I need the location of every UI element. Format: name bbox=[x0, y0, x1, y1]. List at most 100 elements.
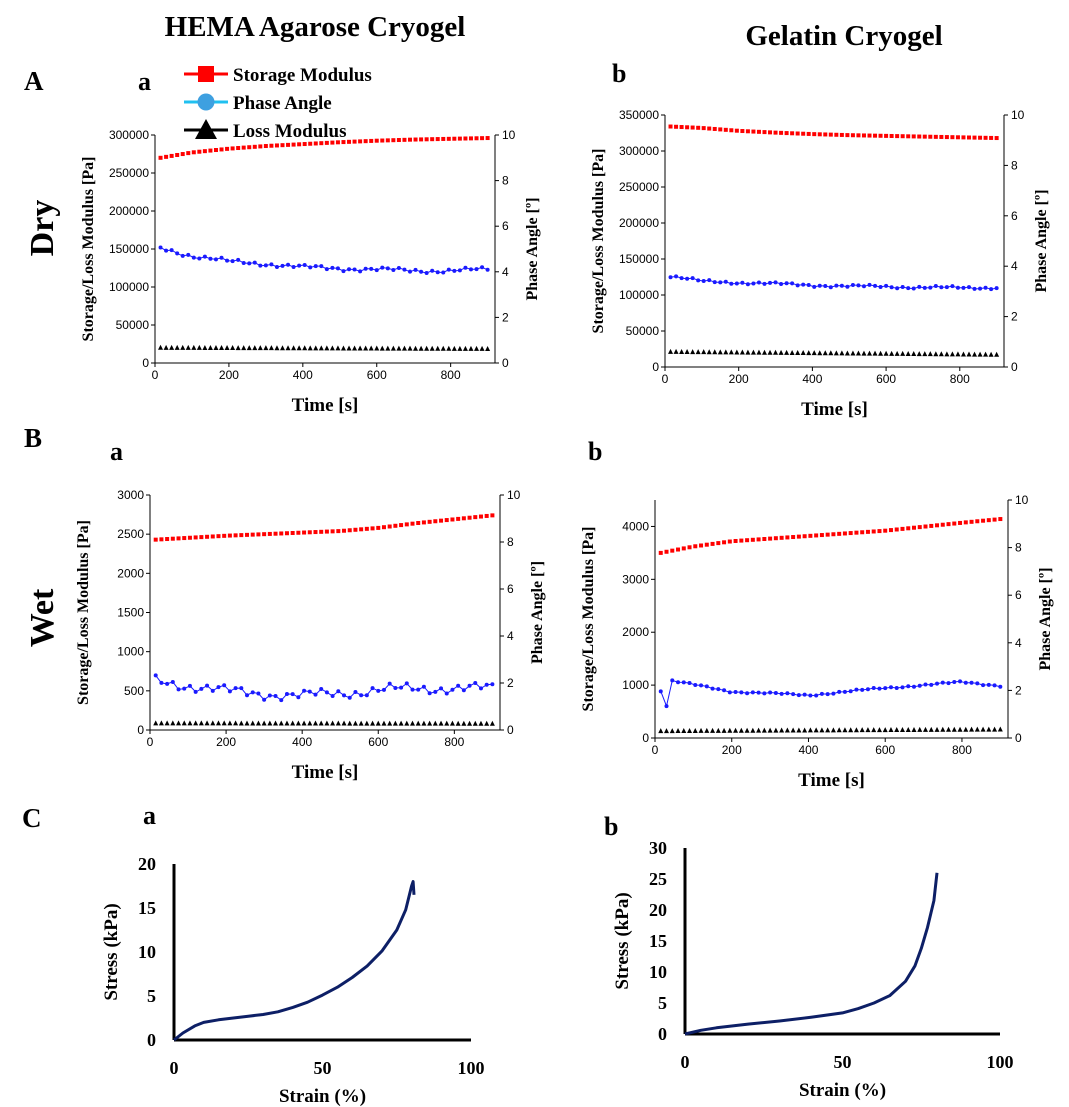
point-loss-modulus bbox=[381, 720, 387, 726]
point-storage-modulus bbox=[806, 131, 811, 136]
point-phase-angle bbox=[950, 284, 955, 289]
point-phase-angle bbox=[685, 276, 690, 281]
point-storage-modulus bbox=[884, 133, 889, 138]
point-storage-modulus bbox=[750, 537, 755, 542]
point-storage-modulus bbox=[291, 142, 296, 147]
point-storage-modulus bbox=[751, 129, 756, 134]
point-storage-modulus bbox=[250, 532, 255, 537]
point-loss-modulus bbox=[368, 345, 374, 351]
point-phase-angle bbox=[165, 681, 170, 686]
point-loss-modulus bbox=[252, 345, 258, 351]
point-storage-modulus bbox=[313, 530, 318, 535]
point-phase-angle bbox=[404, 681, 409, 686]
point-loss-modulus bbox=[479, 345, 485, 351]
point-loss-modulus bbox=[440, 345, 446, 351]
x-tick-label: 0 bbox=[152, 368, 159, 382]
row-letter-a: A bbox=[24, 66, 44, 96]
point-storage-modulus bbox=[219, 147, 224, 152]
point-phase-angle bbox=[369, 266, 374, 271]
point-phase-angle bbox=[802, 692, 807, 697]
point-phase-angle bbox=[837, 689, 842, 694]
point-storage-modulus bbox=[213, 148, 218, 153]
point-phase-angle bbox=[435, 270, 440, 275]
point-storage-modulus bbox=[258, 144, 263, 149]
point-loss-modulus bbox=[992, 726, 998, 732]
point-loss-modulus bbox=[905, 726, 911, 732]
point-phase-angle bbox=[347, 695, 352, 700]
y-tick-label: 0 bbox=[142, 356, 149, 370]
point-storage-modulus bbox=[191, 150, 196, 155]
point-phase-angle bbox=[955, 285, 960, 290]
point-storage-modulus bbox=[946, 522, 951, 527]
point-phase-angle bbox=[946, 681, 951, 686]
point-loss-modulus bbox=[889, 350, 895, 356]
point-loss-modulus bbox=[204, 720, 210, 726]
point-loss-modulus bbox=[800, 350, 806, 356]
point-phase-angle bbox=[928, 285, 933, 290]
point-loss-modulus bbox=[813, 727, 819, 733]
point-storage-modulus bbox=[791, 535, 796, 540]
point-loss-modulus bbox=[193, 720, 199, 726]
x-tick-label: 0 bbox=[652, 743, 659, 757]
point-loss-modulus bbox=[302, 345, 308, 351]
point-storage-modulus bbox=[450, 517, 455, 522]
point-storage-modulus bbox=[427, 519, 432, 524]
point-storage-modulus bbox=[153, 537, 158, 542]
point-loss-modulus bbox=[894, 350, 900, 356]
point-storage-modulus bbox=[773, 130, 778, 135]
y-axis-title: Storage/Loss Modulus [Pa] bbox=[75, 520, 92, 705]
point-phase-angle bbox=[704, 684, 709, 689]
point-loss-modulus bbox=[227, 720, 233, 726]
point-storage-modulus bbox=[413, 137, 418, 142]
point-loss-modulus bbox=[698, 727, 704, 733]
point-loss-modulus bbox=[268, 345, 274, 351]
point-loss-modulus bbox=[404, 720, 410, 726]
point-phase-angle bbox=[850, 282, 855, 287]
x-tick-label: 50 bbox=[834, 1052, 852, 1072]
point-storage-modulus bbox=[906, 134, 911, 139]
point-phase-angle bbox=[828, 285, 833, 290]
point-storage-modulus bbox=[854, 530, 859, 535]
point-storage-modulus bbox=[279, 531, 284, 536]
point-phase-angle bbox=[284, 691, 289, 696]
point-storage-modulus bbox=[762, 130, 767, 135]
point-loss-modulus bbox=[274, 345, 280, 351]
point-phase-angle bbox=[441, 270, 446, 275]
point-phase-angle bbox=[247, 261, 252, 266]
point-phase-angle bbox=[250, 690, 255, 695]
stress-strain-curve bbox=[684, 872, 939, 1036]
y-tick-label: 5 bbox=[147, 986, 156, 1006]
point-storage-modulus bbox=[779, 535, 784, 540]
y2-tick-label: 8 bbox=[1015, 541, 1022, 555]
y2-tick-label: 2 bbox=[1011, 310, 1018, 324]
y-tick-label: 200000 bbox=[109, 204, 149, 218]
point-phase-angle bbox=[989, 287, 994, 292]
y2-tick-label: 4 bbox=[1011, 259, 1018, 273]
point-storage-modulus bbox=[727, 539, 732, 544]
y-tick-label: 1000 bbox=[117, 645, 144, 659]
point-phase-angle bbox=[845, 284, 850, 289]
point-storage-modulus bbox=[895, 134, 900, 139]
point-phase-angle bbox=[978, 286, 983, 291]
point-loss-modulus bbox=[318, 720, 324, 726]
point-phase-angle bbox=[825, 692, 830, 697]
point-loss-modulus bbox=[224, 345, 230, 351]
point-storage-modulus bbox=[208, 148, 213, 153]
point-phase-angle bbox=[170, 679, 175, 684]
point-phase-angle bbox=[768, 280, 773, 285]
point-phase-angle bbox=[385, 266, 390, 271]
point-storage-modulus bbox=[894, 527, 899, 532]
x-tick-label: 200 bbox=[216, 735, 236, 749]
point-storage-modulus bbox=[433, 519, 438, 524]
point-phase-angle bbox=[424, 270, 429, 275]
point-loss-modulus bbox=[839, 350, 845, 356]
point-loss-modulus bbox=[883, 350, 889, 356]
y-tick-label: 0 bbox=[642, 731, 649, 745]
point-phase-angle bbox=[485, 267, 490, 272]
point-loss-modulus bbox=[263, 345, 269, 351]
point-loss-modulus bbox=[807, 727, 813, 733]
point-storage-modulus bbox=[467, 515, 472, 520]
point-loss-modulus bbox=[398, 720, 404, 726]
point-loss-modulus bbox=[169, 344, 175, 350]
point-loss-modulus bbox=[916, 351, 922, 357]
